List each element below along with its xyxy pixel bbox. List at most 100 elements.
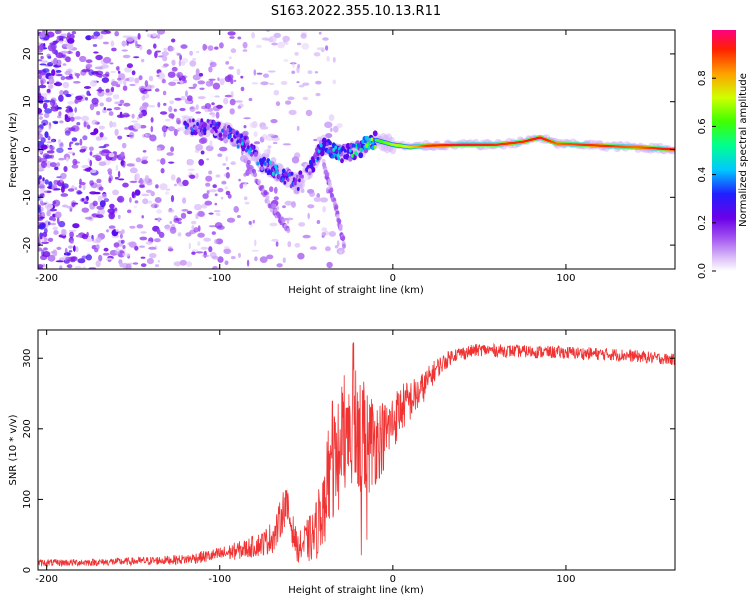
spectrogram-noise-blob <box>129 225 136 229</box>
spectrogram-signal-blob <box>326 142 329 147</box>
spectrogram-noise-blob <box>197 80 206 85</box>
spectrogram-noise-blob <box>46 141 53 144</box>
spectrogram-noise-blob <box>107 208 112 214</box>
spectrogram-noise-blob <box>150 125 154 133</box>
spectrogram-noise-blob <box>181 76 185 82</box>
spectrogram-noise-blob <box>209 140 213 147</box>
spectrogram-noise-blob <box>244 201 250 205</box>
spectrogram-noise-blob <box>269 35 277 43</box>
spectrogram-noise-blob <box>157 217 161 220</box>
spectrogram-noise-blob <box>75 50 81 58</box>
spectrogram-branch-blob <box>334 204 339 210</box>
spectrogram-noise-blob <box>292 62 295 69</box>
spectrogram-noise-blob <box>49 162 57 168</box>
spectrogram-branch-blob <box>253 172 258 178</box>
spectrogram-noise-blob <box>181 57 189 64</box>
spectrogram-noise-blob <box>38 247 43 252</box>
spectrogram-noise-blob <box>90 169 97 173</box>
spectrogram-noise-blob <box>81 233 89 240</box>
spectrogram-noise-blob <box>96 89 105 92</box>
spectrogram-noise-blob <box>75 234 81 238</box>
spectrogram-noise-blob <box>206 158 210 161</box>
spectrogram-noise-blob <box>77 191 83 195</box>
spectrogram-noise-blob <box>267 145 272 149</box>
spectrogram-noise-blob <box>164 118 171 122</box>
spectrogram-noise-blob <box>147 200 153 204</box>
spectrogram-noise-blob <box>86 237 93 242</box>
spectrogram-noise-blob <box>273 89 280 96</box>
spectrogram-noise-blob <box>117 170 121 178</box>
spectrogram-noise-blob <box>82 266 86 269</box>
spectrogram-x-label: Height of straight line (km) <box>288 285 424 296</box>
spectrogram-noise-blob <box>90 79 98 87</box>
spectrogram-noise-blob <box>142 156 149 159</box>
spectrogram-noise-blob <box>38 178 41 185</box>
spectrogram-noise-blob <box>46 88 51 93</box>
spectrogram-noise-blob <box>238 252 241 258</box>
spectrogram-branch-blob <box>257 179 262 185</box>
spectrogram-noise-blob <box>42 122 46 126</box>
spectrogram-noise-blob <box>296 125 300 131</box>
spectrogram-noise-blob <box>124 127 129 130</box>
spectrogram-signal-blob <box>199 122 203 127</box>
spectrogram-noise-blob <box>44 112 50 119</box>
spectrogram-branch-blob <box>337 218 342 224</box>
spectrogram-noise-blob <box>44 131 49 139</box>
spectrogram-noise-blob <box>98 146 107 149</box>
spectrogram-noise-blob <box>336 123 343 128</box>
spectrogram-noise-blob <box>328 231 336 237</box>
snr-x-tick-label: -200 <box>35 574 58 585</box>
spectrogram-noise-blob <box>53 82 58 86</box>
spectrogram-noise-blob <box>134 77 140 84</box>
spectrogram-noise-blob <box>72 158 78 166</box>
spectrogram-noise-blob <box>68 245 73 249</box>
spectrogram-noise-blob <box>89 159 92 167</box>
spectrogram-noise-blob <box>39 222 46 229</box>
spectrogram-noise-blob <box>240 75 244 79</box>
spectrogram-noise-blob <box>113 242 120 248</box>
spectrogram-noise-blob <box>291 70 296 75</box>
spectrogram-signal-blob <box>209 123 213 128</box>
spectrogram-noise-blob <box>207 45 214 51</box>
spectrogram-noise-blob <box>39 116 43 120</box>
snr-x-tick-label: 0 <box>390 574 396 585</box>
spectrogram-noise-blob <box>160 111 168 115</box>
spectrogram-noise-blob <box>41 60 48 63</box>
spectrogram-signal-blob <box>192 118 195 123</box>
spectrogram-y-tick-label: 10 <box>22 95 33 108</box>
spectrogram-signal-blob <box>331 142 336 148</box>
spectrogram-noise-blob <box>139 177 143 184</box>
spectrogram-noise-blob <box>75 246 79 253</box>
spectrogram-noise-blob <box>154 204 158 208</box>
spectrogram-noise-blob <box>211 113 216 118</box>
spectrogram-noise-blob <box>54 82 63 87</box>
spectrogram-noise-blob <box>48 77 55 85</box>
spectrogram-noise-blob <box>171 59 176 66</box>
spectrogram-noise-blob <box>98 254 103 262</box>
spectrogram-signal-blob <box>355 152 358 156</box>
spectrogram-noise-blob <box>117 77 122 81</box>
spectrogram-noise-blob <box>187 159 194 166</box>
spectrogram-noise-blob <box>121 229 125 235</box>
spectrogram-noise-blob <box>48 75 54 80</box>
spectrogram-noise-blob <box>301 42 310 50</box>
spectrogram-signal-blob <box>191 128 194 133</box>
spectrogram-noise-blob <box>106 229 109 233</box>
spectrogram-noise-blob <box>219 42 224 49</box>
spectrogram-noise-blob <box>129 167 138 174</box>
spectrogram-noise-blob <box>65 56 71 63</box>
spectrogram-noise-blob <box>70 116 75 122</box>
spectrogram-noise-blob <box>202 43 207 51</box>
spectrogram-noise-blob <box>119 99 125 104</box>
spectrogram-noise-blob <box>72 81 81 84</box>
spectrogram-noise-blob <box>321 232 326 237</box>
spectrogram-noise-blob <box>255 44 262 49</box>
spectrogram-noise-blob <box>318 31 322 35</box>
spectrogram-y-label: Frequency (Hz) <box>8 112 19 188</box>
spectrogram-noise-blob <box>263 73 269 78</box>
spectrogram-noise-blob <box>148 75 154 82</box>
spectrogram-signal-blob <box>236 144 240 149</box>
spectrogram-noise-blob <box>141 193 150 197</box>
spectrogram-noise-blob <box>169 100 175 105</box>
spectrogram-noise-blob <box>226 217 236 223</box>
